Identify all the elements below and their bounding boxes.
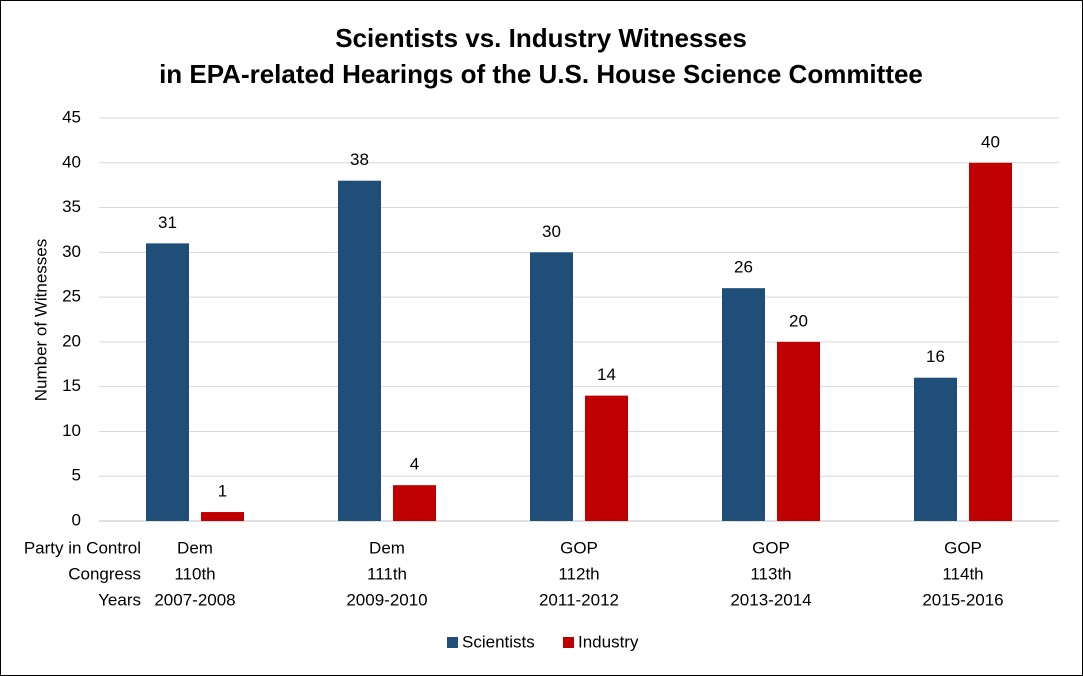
x-tick-label: GOP [752,538,790,557]
category-level-label: Years [98,590,141,609]
bar [201,512,244,521]
category-level-label: Party in Control [24,538,141,557]
x-tick-label: 2007-2008 [154,590,235,609]
legend-label: Industry [578,632,639,651]
y-tick-label: 10 [62,421,81,440]
legend-swatch [447,637,458,648]
value-label: 38 [350,150,369,169]
bar [914,377,957,521]
x-tick-label: Dem [369,538,405,557]
x-tick-label: 114th [942,564,983,583]
y-tick-label: 30 [62,242,81,261]
category-level-label: Congress [68,564,141,583]
y-tick-label: 40 [62,152,81,171]
value-label: 14 [597,365,616,384]
y-tick-label: 0 [72,510,81,529]
x-tick-label: 111th [367,564,407,583]
y-tick-label: 35 [62,197,81,216]
value-label: 40 [981,132,1000,151]
value-label: 26 [734,258,753,277]
bar [338,180,381,521]
chart-title: Scientists vs. Industry Witnesses [335,23,747,53]
bar [969,162,1012,521]
x-tick-label: 2009-2010 [346,590,427,609]
x-tick-label: 112th [558,564,599,583]
chart-title: in EPA-related Hearings of the U.S. Hous… [159,59,923,89]
y-tick-label: 5 [72,466,81,485]
bar [393,485,436,521]
value-label: 31 [158,213,177,232]
bar [146,243,189,521]
x-tick-label: Dem [177,538,213,557]
y-axis-label: Number of Witnesses [31,239,50,402]
bar [530,252,573,522]
bar [585,395,628,521]
value-label: 20 [789,311,808,330]
x-tick-label: 110th [174,564,215,583]
x-tick-label: GOP [560,538,598,557]
x-tick-label: GOP [944,538,982,557]
value-label: 4 [410,455,419,474]
x-tick-label: 113th [750,564,791,583]
bar [777,341,820,521]
legend-label: Scientists [462,632,535,651]
y-tick-label: 25 [62,287,81,306]
value-label: 1 [218,482,227,501]
y-tick-label: 20 [62,331,81,350]
y-tick-label: 45 [62,107,81,126]
y-tick-label: 15 [62,376,81,395]
x-tick-label: 2013-2014 [730,590,811,609]
value-label: 16 [926,347,945,366]
value-label: 30 [542,222,561,241]
x-tick-label: 2015-2016 [922,590,1003,609]
x-tick-label: 2011-2012 [539,590,619,609]
legend-swatch [563,637,574,648]
bar [722,288,765,521]
